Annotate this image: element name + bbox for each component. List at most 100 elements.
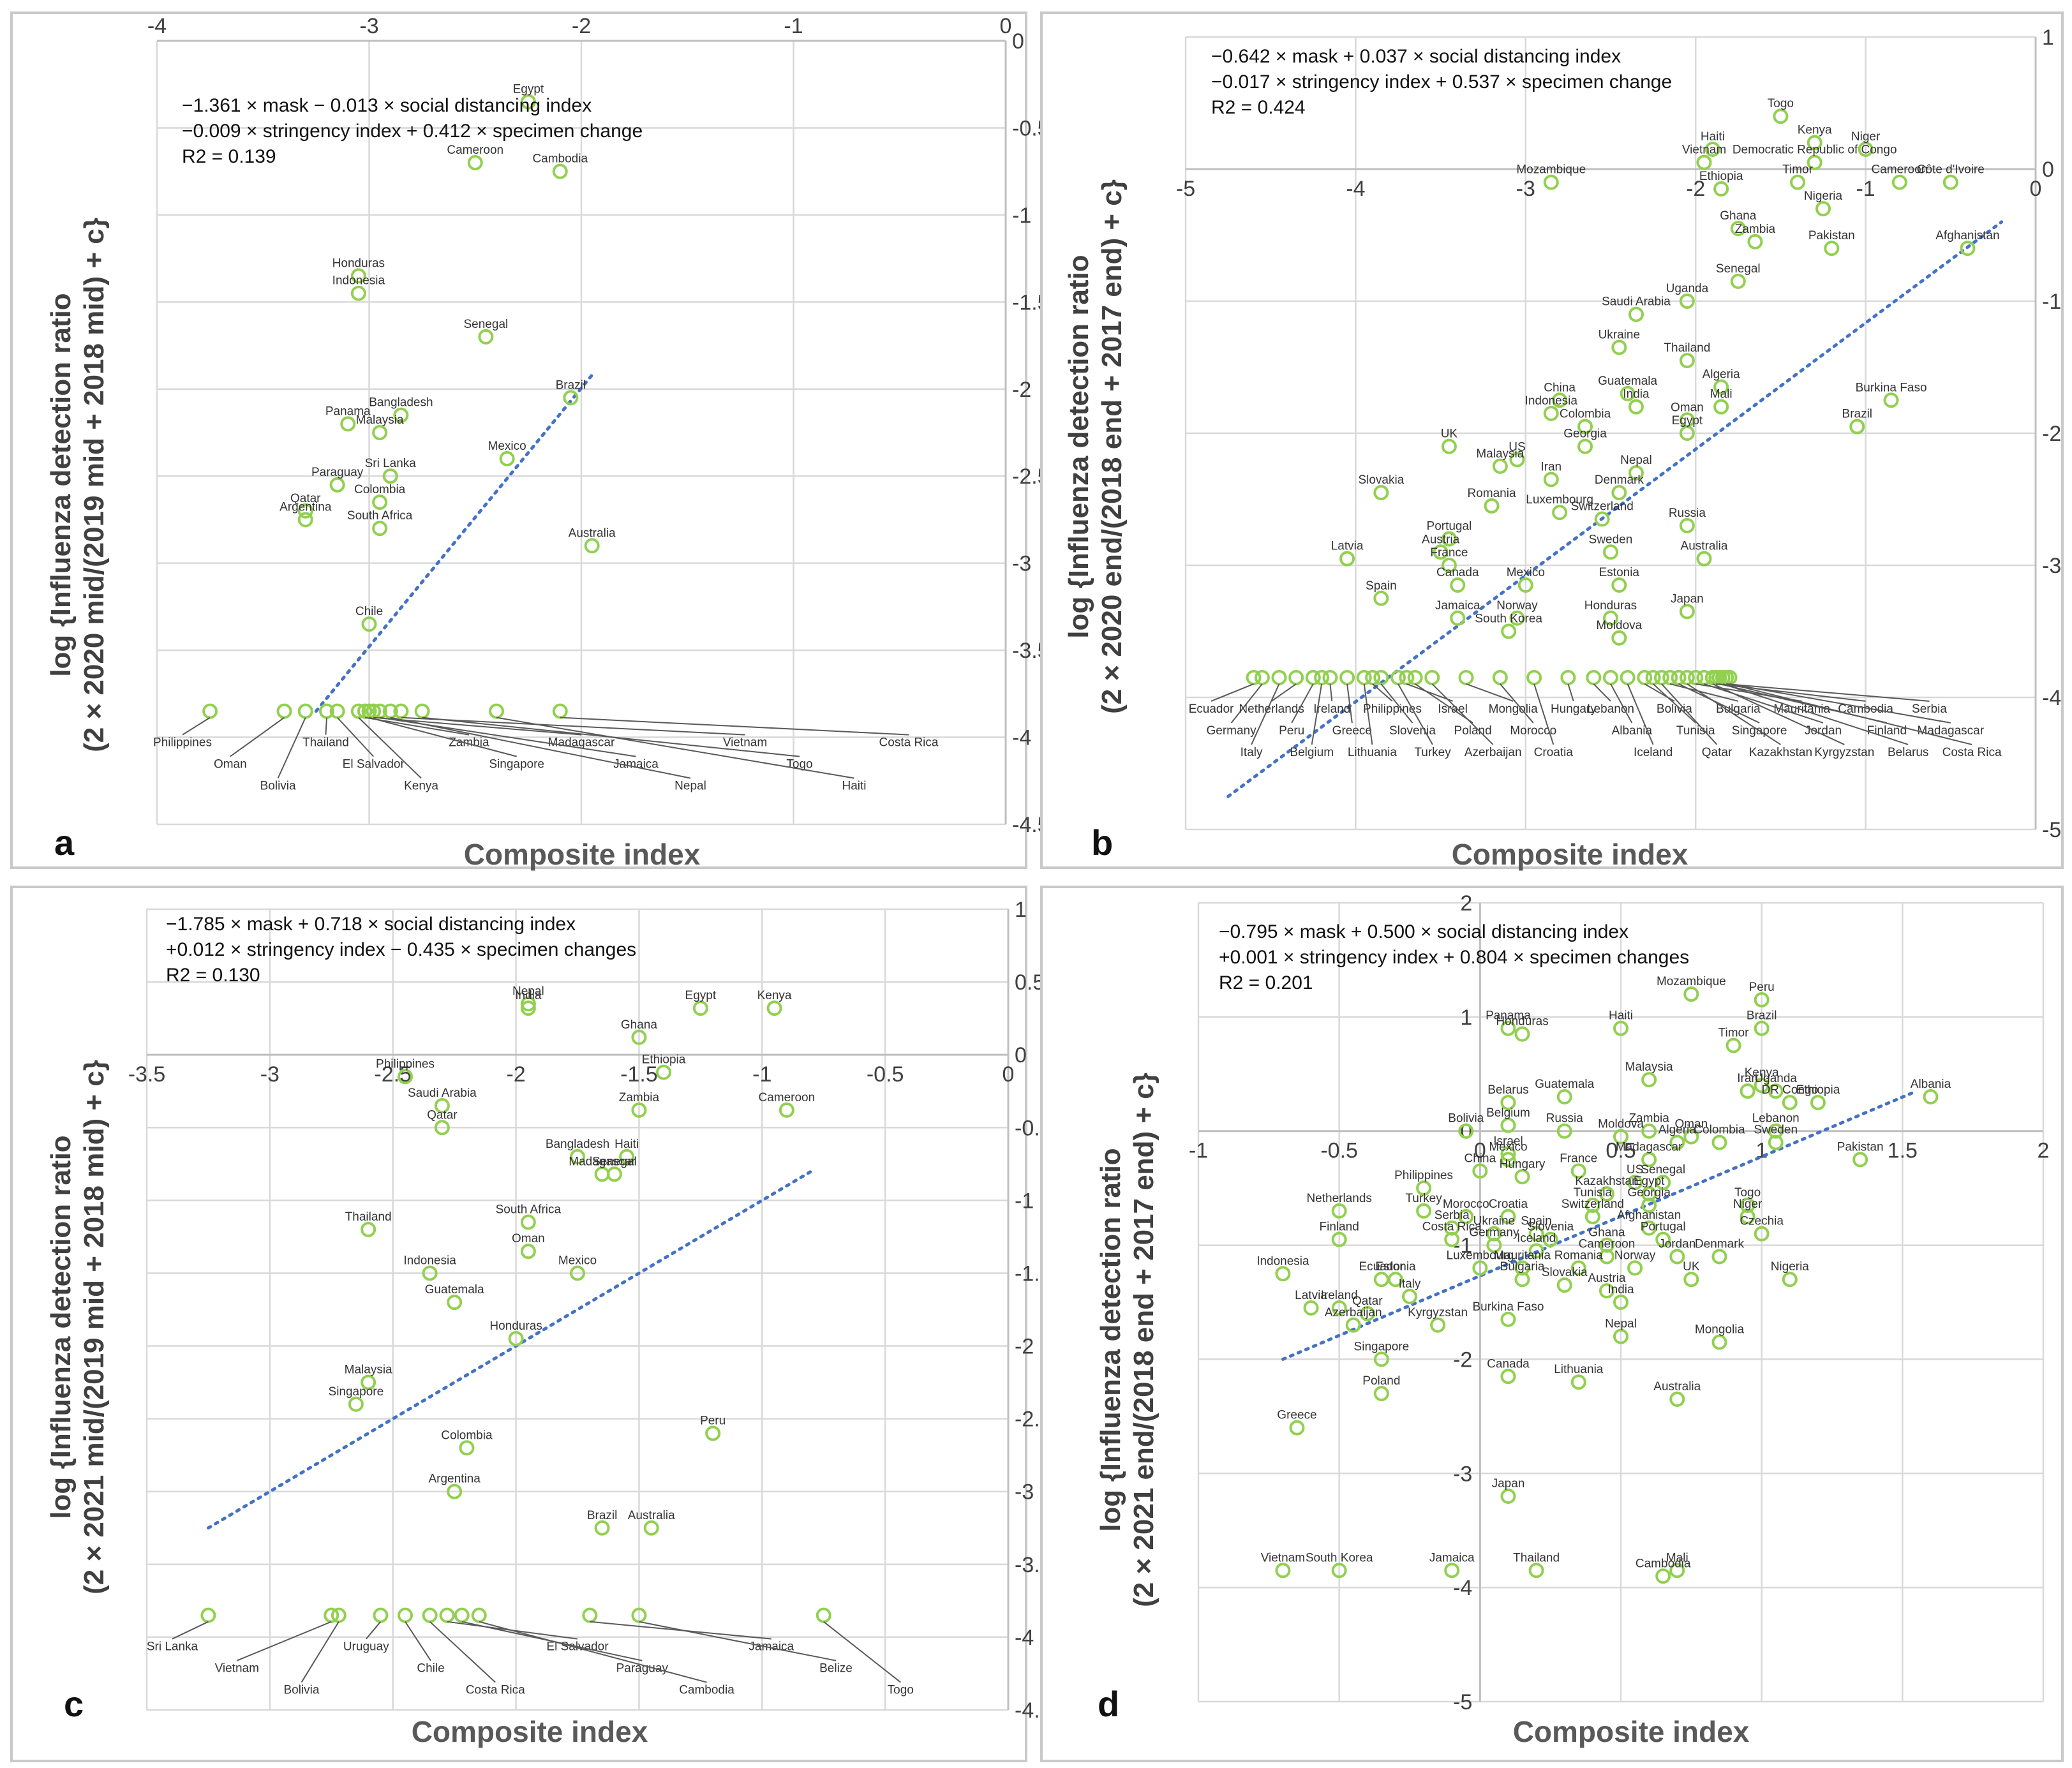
data-point xyxy=(467,155,483,171)
point-label: Spain xyxy=(1521,1215,1552,1228)
point-label: Australia xyxy=(1681,540,1728,553)
y-tick-label: -4 xyxy=(1015,1626,1034,1650)
panel-letter: a xyxy=(54,822,75,863)
data-point xyxy=(1807,154,1822,170)
y-tick-label: -1 xyxy=(1012,204,1031,228)
x-tick-label: -5 xyxy=(1176,177,1195,201)
point-label: Panama xyxy=(1486,1009,1531,1023)
point-label: Uruguay xyxy=(343,1640,389,1654)
data-point xyxy=(1275,1563,1291,1579)
data-point xyxy=(1458,1123,1474,1139)
leader-line xyxy=(1380,683,1413,724)
y-axis-title-line1: log {Influenza detection ratio xyxy=(1095,1148,1126,1531)
x-tick-label: -0.5 xyxy=(867,1062,904,1087)
leader-line xyxy=(1722,683,1909,745)
point-label: Haiti xyxy=(1609,1009,1633,1023)
data-point xyxy=(619,1148,635,1164)
point-label: Canada xyxy=(1487,1357,1530,1371)
data-point xyxy=(1782,1095,1798,1110)
point-label: Cambodia xyxy=(1636,1557,1691,1570)
x-axis-title: Composite index xyxy=(1452,838,1688,871)
data-point xyxy=(1387,1272,1403,1288)
x-tick-label: -1 xyxy=(1856,177,1875,201)
point-label: Mali xyxy=(1666,1551,1688,1564)
point-label: Ghana xyxy=(621,1018,657,1032)
point-label: Lithuania xyxy=(1554,1363,1604,1376)
point-label: Greece xyxy=(1332,724,1372,738)
point-label: Belize xyxy=(819,1662,853,1675)
y-axis-title: log {Influenza detection ratio(2 × 2021 … xyxy=(45,1060,110,1594)
point-label: Bolivia xyxy=(1657,702,1692,716)
point-label: Turkey xyxy=(1414,746,1451,759)
y-axis-title-line1: log {Influenza detection ratio xyxy=(45,1135,77,1519)
data-point xyxy=(1711,1134,1727,1150)
point-label: Israel xyxy=(1493,1134,1523,1148)
data-point xyxy=(1584,1208,1600,1224)
point-label: Slovenia xyxy=(1389,724,1436,738)
point-label: Australia xyxy=(569,526,616,540)
data-point xyxy=(1849,419,1865,435)
data-point xyxy=(361,1374,376,1390)
panel-letter: b xyxy=(1091,822,1113,863)
leader-line xyxy=(1291,683,1314,724)
point-label: Kenya xyxy=(757,989,792,1002)
y-tick-label: 0 xyxy=(1015,1043,1027,1067)
data-point xyxy=(1641,1186,1657,1202)
data-point xyxy=(766,1000,782,1016)
point-label: Uganda xyxy=(1754,1072,1797,1085)
regression-equation-line: −0.795 × mask + 0.500 × social distancin… xyxy=(1219,921,1629,942)
data-point xyxy=(1345,1317,1361,1333)
regression-equation-line: R2 = 0.130 xyxy=(166,965,260,986)
data-point xyxy=(1713,399,1729,415)
point-label: Japan xyxy=(1492,1477,1525,1490)
data-point xyxy=(1611,577,1627,593)
y-tick-label: -2 xyxy=(1015,1335,1034,1359)
leader-line xyxy=(479,1621,707,1683)
data-point xyxy=(1942,174,1958,190)
point-label: Belgium xyxy=(1290,746,1334,759)
point-label: Haiti xyxy=(615,1138,639,1151)
point-label: Côte d'Ivoire xyxy=(1917,163,1985,177)
point-label: Chile xyxy=(355,605,383,618)
data-point xyxy=(1500,1146,1516,1162)
data-point xyxy=(643,1520,659,1536)
x-tick-label: 0 xyxy=(1002,1062,1015,1087)
point-label: Kazakhstan xyxy=(1749,746,1812,759)
point-label: Argentina xyxy=(428,1473,481,1486)
point-label: Colombia xyxy=(354,483,406,496)
leader-line xyxy=(1652,683,1696,724)
data-point xyxy=(1655,1568,1671,1584)
leader-line xyxy=(301,1621,339,1683)
leader-line xyxy=(369,717,517,757)
data-point xyxy=(1669,1392,1685,1408)
point-label: Malaysia xyxy=(1476,447,1524,461)
data-point xyxy=(1611,339,1627,355)
point-label: Tunisia xyxy=(1676,724,1715,738)
point-label: Guatemala xyxy=(1598,375,1657,388)
panel-frame xyxy=(10,11,1027,869)
y-tick-label: 1 xyxy=(2042,26,2054,50)
point-label: Denmark xyxy=(1595,473,1644,487)
leader-line xyxy=(1466,683,1514,702)
data-point xyxy=(1641,1220,1657,1236)
data-point xyxy=(1373,1272,1389,1288)
point-label: Estonia xyxy=(1375,1260,1416,1274)
point-label: Kenya xyxy=(1745,1066,1779,1080)
data-point xyxy=(1556,1089,1572,1105)
point-label: Guatemala xyxy=(425,1283,484,1296)
data-point xyxy=(584,538,600,554)
regression-equation-line: +0.001 × stringency index + 0.804 × spec… xyxy=(1219,947,1689,968)
point-label: Germany xyxy=(1469,1226,1519,1240)
panel-a: -4 -3 -2 -1 00-0.5-1-1.5-2-2.5-3-3.5-4-4.5Eg… xyxy=(10,11,1050,871)
point-label: Georgia xyxy=(1563,427,1607,441)
point-label: Georgia xyxy=(1627,1186,1671,1200)
point-label: Singapore xyxy=(1354,1340,1410,1353)
data-point xyxy=(1528,1243,1544,1259)
point-label: Mexico xyxy=(488,440,526,453)
point-label: Haiti xyxy=(1701,130,1725,144)
point-label: Vietnam xyxy=(1682,144,1726,157)
point-label: Zambia xyxy=(1629,1112,1669,1125)
data-point xyxy=(1725,1037,1741,1053)
point-label: Bolivia xyxy=(284,1684,320,1697)
x-tick-label: -3 xyxy=(1516,177,1535,201)
